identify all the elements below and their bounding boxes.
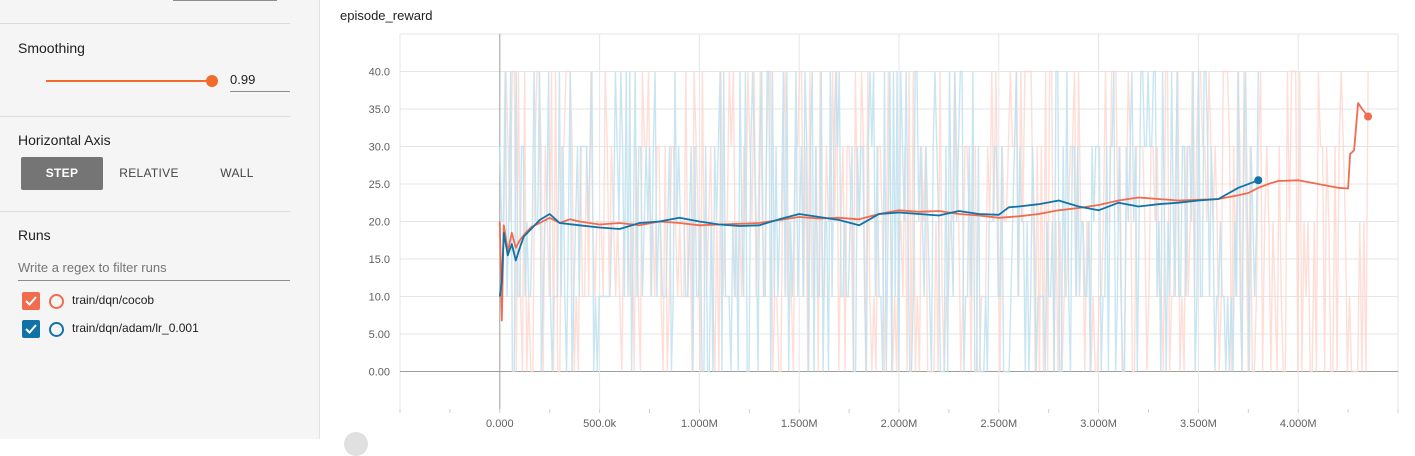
smoothing-value-input[interactable]: 0.99 [230, 72, 290, 92]
x-tick-label: 2.000M [881, 418, 918, 430]
y-tick-label: 30.0 [369, 142, 390, 154]
raw-series-line [499, 70, 1369, 373]
x-tick-label: 1.500M [781, 418, 818, 430]
y-tick-label: 0.00 [369, 367, 390, 379]
y-tick-label: 5.00 [369, 329, 390, 341]
smoothing-slider-track[interactable] [46, 80, 212, 82]
run-filter-input[interactable]: Write a regex to filter runs [18, 260, 290, 281]
chart-title: episode_reward [340, 8, 433, 23]
checkmark-icon [25, 296, 37, 306]
runs-title: Runs [18, 227, 51, 243]
run-checkbox[interactable] [22, 320, 40, 338]
run-checkbox[interactable] [22, 292, 40, 310]
x-tick-label: 3.500M [1180, 418, 1217, 430]
raw-series-line [499, 70, 1259, 373]
series-end-point [1254, 176, 1263, 185]
axis-step-button[interactable]: STEP [21, 157, 103, 190]
run-label: train/dqn/cocob [72, 293, 155, 307]
axis-wall-button[interactable]: WALL [220, 166, 254, 180]
x-tick-label: 3.000M [1080, 418, 1117, 430]
x-tick-label: 500.0k [583, 418, 617, 430]
y-tick-label: 25.0 [369, 179, 390, 191]
axis-relative-button[interactable]: RELATIVE [119, 166, 179, 180]
y-tick-label: 20.0 [369, 217, 390, 229]
x-tick-label: 0.000 [486, 418, 514, 430]
run-color-ring-icon [49, 322, 64, 337]
x-tick-label: 4.000M [1280, 418, 1317, 430]
expand-chart-button[interactable] [344, 432, 368, 456]
y-tick-label: 35.0 [369, 104, 390, 116]
x-tick-label: 1.000M [681, 418, 718, 430]
divider [0, 211, 290, 212]
sidebar: Smoothing 0.99 Horizontal Axis STEP RELA… [0, 0, 320, 439]
checkmark-icon [25, 324, 37, 334]
series-line-adam [498, 179, 1259, 297]
smoothing-title: Smoothing [18, 40, 85, 56]
x-tick-label: 2.500M [980, 418, 1017, 430]
y-tick-label: 15.0 [369, 254, 390, 266]
episode-reward-chart: 0.00 5.00 10.0 15.0 20.0 25.0 30.0 35.0 40.0 0.00… [369, 33, 1399, 430]
run-color-ring-icon [49, 294, 64, 309]
series-end-point [1364, 112, 1373, 121]
horizontal-axis-title: Horizontal Axis [18, 132, 111, 148]
run-label: train/dqn/adam/lr_0.001 [72, 321, 199, 335]
y-tick-label: 40.0 [369, 67, 390, 79]
divider [0, 116, 290, 117]
y-tick-label: 10.0 [369, 292, 390, 304]
divider [0, 23, 290, 24]
top-input-underline [173, 0, 277, 1]
series-line-cocob [498, 102, 1369, 322]
smoothing-slider-thumb[interactable] [206, 75, 218, 87]
